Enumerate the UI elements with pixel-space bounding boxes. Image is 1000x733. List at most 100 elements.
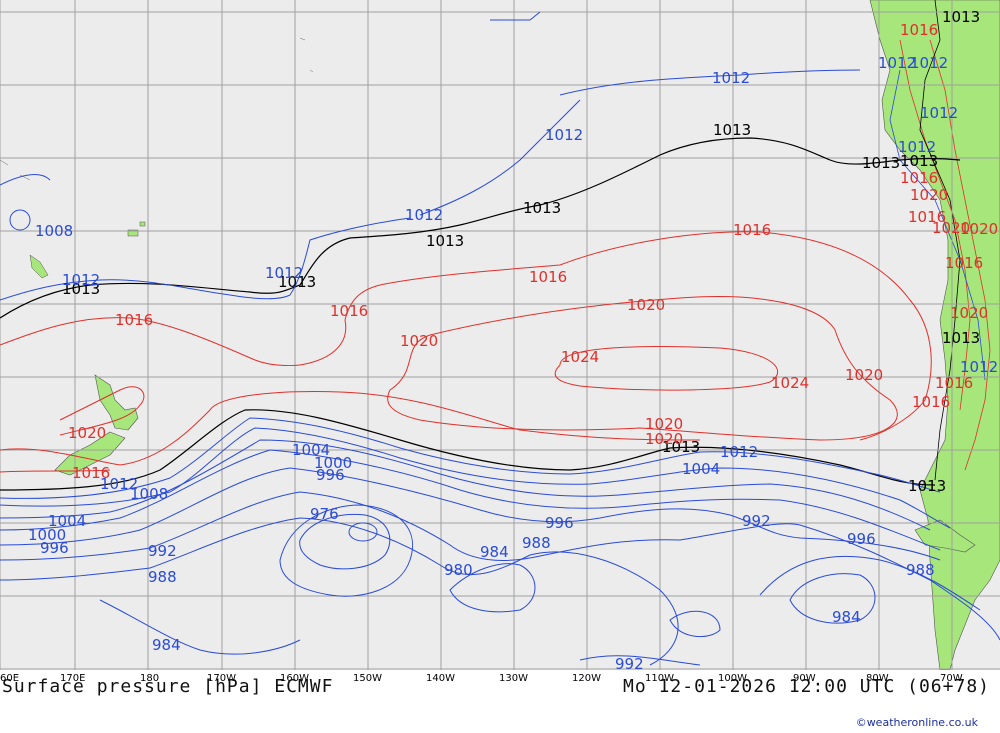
forecast-datetime: Mo 12-01-2026 12:00 UTC (06+78) (623, 676, 990, 697)
isobar-label: 1020 (627, 296, 665, 314)
isobar-label: 984 (480, 543, 509, 561)
isobar-label: 988 (148, 568, 177, 586)
isobar-label: 1020 (845, 366, 883, 384)
nz-south-island-land (54, 431, 126, 476)
isobar-1020-west (59, 386, 145, 436)
isobar-label: 1012 (405, 206, 443, 224)
isobar-label: 996 (316, 466, 345, 484)
small-island-land (127, 229, 139, 237)
small-island-land (29, 254, 49, 279)
isobar-label: 1008 (35, 222, 73, 240)
terrain-contour (899, 39, 971, 411)
isobar-label: 988 (522, 534, 551, 552)
isobar-label: 1013 (426, 232, 464, 250)
isobar-label: 1013 (662, 438, 700, 456)
isobar-label: 1000 (28, 526, 66, 544)
isobar-label: 1013 (713, 121, 751, 139)
isobars-normal (0, 137, 961, 491)
isobar-label: 984 (832, 608, 861, 626)
isobar-label: 1013 (942, 329, 980, 347)
longitude-label: 170E (60, 673, 85, 684)
terrain-contour (929, 39, 991, 471)
isobar-label: 992 (615, 655, 644, 670)
isobar-label: 1024 (561, 348, 599, 366)
isobars-low (0, 11, 1000, 666)
isobar-label: 1016 (72, 464, 110, 482)
longitude-label: 130W (499, 673, 528, 684)
isobar-label: 1013 (862, 154, 900, 172)
isobar-label: 1004 (292, 441, 330, 459)
isobar-label: 1016 (733, 221, 771, 239)
longitude-label: 180 (140, 673, 159, 684)
isobar-label: 1020 (910, 186, 948, 204)
isobar-1012-north (0, 11, 861, 301)
isobar-label: 1000 (314, 454, 352, 472)
isobar-label: 1012 (898, 138, 936, 156)
isobar-1016-west (0, 317, 301, 367)
isobar-label: 1013 (900, 152, 938, 170)
isobar-label: 1020 (645, 415, 683, 433)
isobar-988 (0, 517, 981, 666)
isobar-980 (279, 504, 414, 597)
isobar-label: 1012 (545, 126, 583, 144)
isobar-1008-ring (9, 209, 31, 231)
longitude-label: 110W (645, 673, 674, 684)
isobar-label: 1016 (935, 374, 973, 392)
isobar-label: 1016 (945, 254, 983, 272)
isobar-labels-normal: 1013 1013 1013 1013 1013 1013 1013 1013 … (62, 8, 980, 495)
ocean-background (0, 0, 1000, 670)
isobar-label: 1024 (771, 374, 809, 392)
longitude-label: 120W (572, 673, 601, 684)
isobar-1008 (0, 427, 951, 529)
terrain-contour (919, 0, 961, 481)
graticule (0, 0, 1000, 670)
longitude-label: 100W (718, 673, 747, 684)
longitude-label: 90W (793, 673, 816, 684)
source-credit[interactable]: ©weatheronline.co.uk (855, 716, 978, 729)
isobar-label: 1016 (900, 21, 938, 39)
isobar-label: 1012 (920, 104, 958, 122)
isobar-label: 1013 (523, 199, 561, 217)
isobar-label: 992 (742, 512, 771, 530)
isobar-976 (299, 513, 391, 570)
isobar-label: 1016 (330, 302, 368, 320)
isobar-label: 984 (152, 636, 181, 654)
isobar-label: 1016 (115, 311, 153, 329)
isobar-label: 996 (40, 539, 69, 557)
isobar-label: 988 (906, 561, 935, 579)
longitude-label: 170W (207, 673, 236, 684)
longitude-label: 140W (426, 673, 455, 684)
isobar-labels-low: 1012 1012 1012 1012 1008 1012 1012 1012 … (28, 54, 998, 670)
isobar-label: 1020 (950, 304, 988, 322)
isobar-label: 1012 (720, 443, 758, 461)
isobar-label: 976 (310, 505, 339, 523)
longitude-label: 160W (280, 673, 309, 684)
isobar-label: 1020 (68, 424, 106, 442)
isobar-label: 996 (545, 514, 574, 532)
isobar-1016-low (0, 469, 111, 473)
longitude-label: 70W (940, 673, 963, 684)
pressure-map: 1013 1013 1013 1013 1013 1013 1013 1013 … (0, 0, 1000, 670)
longitude-label: 150W (353, 673, 382, 684)
isobar-label: 1012 (100, 475, 138, 493)
isobar-label: 1013 (278, 273, 316, 291)
isobar-label: 1012 (910, 54, 948, 72)
isobars-high (0, 231, 932, 473)
isobar-label: 980 (444, 561, 473, 579)
isobar-label: 1020 (645, 430, 683, 448)
map-title: Surface pressure [hPa] ECMWF (2, 676, 334, 697)
isobar-label: 1012 (878, 54, 916, 72)
isobar-label: 1012 (265, 264, 303, 282)
isobar-label: 1020 (932, 219, 970, 237)
isobar-1000 (0, 449, 941, 551)
terrain-contour (889, 69, 986, 381)
isobar-label: 1012 (62, 271, 100, 289)
small-island-land (139, 221, 146, 227)
isobar-label: 1016 (912, 393, 950, 411)
nz-north-island-land (94, 374, 139, 431)
isobar-label: 1016 (900, 169, 938, 187)
longitude-label: 80W (866, 673, 889, 684)
isobar-label: 1008 (130, 485, 168, 503)
isobar-label: 1012 (712, 69, 750, 87)
isobar-label: 1013 (62, 280, 100, 298)
